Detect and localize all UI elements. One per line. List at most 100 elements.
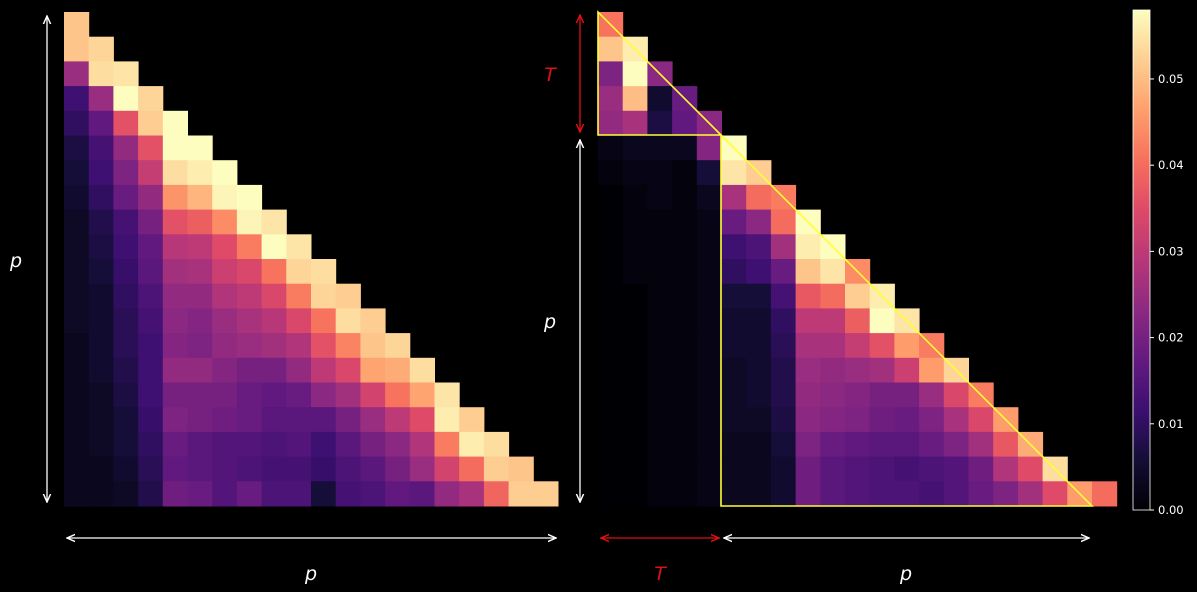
right-heatmap-cell <box>672 481 698 507</box>
right-heatmap-cell <box>993 481 1019 507</box>
left-heatmap-cell <box>88 259 114 285</box>
left-heatmap-cell <box>385 431 411 458</box>
left-heatmap-cell <box>434 481 460 507</box>
right-heatmap-cell <box>869 456 895 482</box>
right-heatmap-cell <box>647 431 673 458</box>
left-heatmap-cell <box>459 456 485 482</box>
right-xlabel-left: T <box>654 563 667 585</box>
right-heatmap-cell <box>721 357 747 383</box>
left-heatmap-cell <box>311 333 337 359</box>
left-heatmap-cell <box>286 357 312 383</box>
left-heatmap-cell <box>360 382 386 408</box>
right-heatmap-cell <box>770 431 797 458</box>
left-heatmap-cell <box>88 431 114 458</box>
left-heatmap-cell <box>533 481 559 507</box>
right-heatmap-cell <box>919 431 945 458</box>
right-heatmap-cell <box>746 283 772 309</box>
left-heatmap-cell <box>113 110 139 136</box>
right-heatmap-cell <box>894 382 920 408</box>
right-heatmap-cell <box>672 357 698 383</box>
left-heatmap-cell <box>286 283 312 309</box>
right-heatmap-cell <box>869 382 895 408</box>
left-heatmap-cell <box>187 456 213 482</box>
left-heatmap-cell <box>64 456 90 482</box>
left-heatmap-cell <box>286 382 312 408</box>
left-heatmap-cell <box>162 283 188 309</box>
right-heatmap-cell <box>770 456 797 482</box>
right-ylabel-top: T <box>544 64 557 86</box>
left-heatmap-cell <box>236 456 263 482</box>
left-heatmap-cell <box>64 110 90 136</box>
left-heatmap-cell <box>138 86 164 112</box>
left-heatmap-cell <box>88 333 114 359</box>
right-heatmap-outline <box>597 10 1094 507</box>
left-heatmap-cell <box>113 160 139 186</box>
right-heatmap-cell <box>721 283 747 309</box>
colorbar-tick-label: 0.02 <box>1158 331 1184 345</box>
left-heatmap-cell <box>212 481 238 507</box>
right-heatmap-cell <box>672 407 698 433</box>
right-heatmap-cell <box>721 184 747 211</box>
left-heatmap-cell <box>261 456 287 482</box>
left-heatmap-cell <box>335 283 361 309</box>
right-heatmap-cell <box>795 357 821 383</box>
right-heatmap-cell <box>795 407 821 433</box>
right-heatmap-cell <box>795 382 821 408</box>
left-heatmap-cell <box>483 431 510 458</box>
left-heatmap-cell <box>335 382 361 408</box>
left-heatmap-cell <box>138 481 164 507</box>
left-heatmap-cell <box>236 357 263 383</box>
right-heatmap-cell <box>820 382 846 408</box>
right-heatmap-cell <box>672 456 698 482</box>
right-heatmap-cell <box>746 407 772 433</box>
left-heatmap-cell <box>261 308 287 334</box>
right-heatmap-cell <box>943 382 969 408</box>
right-heatmap-cell <box>672 333 698 359</box>
right-heatmap-cell <box>746 209 772 235</box>
right-heatmap-cell <box>795 333 821 359</box>
left-heatmap-cell <box>187 481 213 507</box>
left-heatmap-cell <box>88 308 114 334</box>
left-heatmap-cell <box>335 308 361 334</box>
left-heatmap-cell <box>64 382 90 408</box>
left-heatmap-cell <box>187 382 213 408</box>
left-heatmap-cell <box>88 234 114 260</box>
left-heatmap-cell <box>459 481 485 507</box>
right-heatmap-cell <box>696 431 722 458</box>
left-heatmap-cell <box>138 135 164 161</box>
left-heatmap-cell <box>311 382 337 408</box>
left-heatmap-cell <box>64 259 90 285</box>
right-heatmap-cell <box>820 333 846 359</box>
right-heatmap-cell <box>598 209 624 235</box>
right-heatmap-cell <box>622 209 648 235</box>
right-heatmap-cell <box>622 333 648 359</box>
left-heatmap-cell <box>162 308 188 334</box>
colorbar: 0.00 0.01 0.02 0.03 0.04 0.05 <box>1132 9 1184 517</box>
left-heatmap-cell <box>212 357 238 383</box>
left-heatmap-cell <box>64 308 90 334</box>
left-heatmap-cell <box>64 135 90 161</box>
left-heatmap-cell <box>261 357 287 383</box>
right-heatmap-cell <box>598 382 624 408</box>
right-heatmap-cell <box>672 431 698 458</box>
right-heatmap-cell <box>1017 481 1044 507</box>
left-heatmap-cell <box>360 407 386 433</box>
right-heatmap-cell <box>647 357 673 383</box>
left-heatmap-cell <box>64 36 90 62</box>
left-ylabel: p <box>9 250 22 272</box>
left-heatmap-cell <box>212 259 238 285</box>
right-heatmap-cell <box>845 308 871 334</box>
right-heatmap-cell <box>770 357 797 383</box>
left-heatmap-cell <box>385 456 411 482</box>
right-heatmap-cell <box>696 184 722 211</box>
right-heatmap-cell <box>845 357 871 383</box>
left-heatmap-cell <box>64 209 90 235</box>
left-heatmap-cell <box>311 259 337 285</box>
left-heatmap-cell <box>187 283 213 309</box>
right-heatmap-cell <box>721 431 747 458</box>
right-heatmap-cell <box>696 407 722 433</box>
right-heatmap-cell <box>845 481 871 507</box>
right-heatmap-cell <box>622 86 648 112</box>
left-heatmap-cell <box>113 333 139 359</box>
left-heatmap-cell <box>162 407 188 433</box>
